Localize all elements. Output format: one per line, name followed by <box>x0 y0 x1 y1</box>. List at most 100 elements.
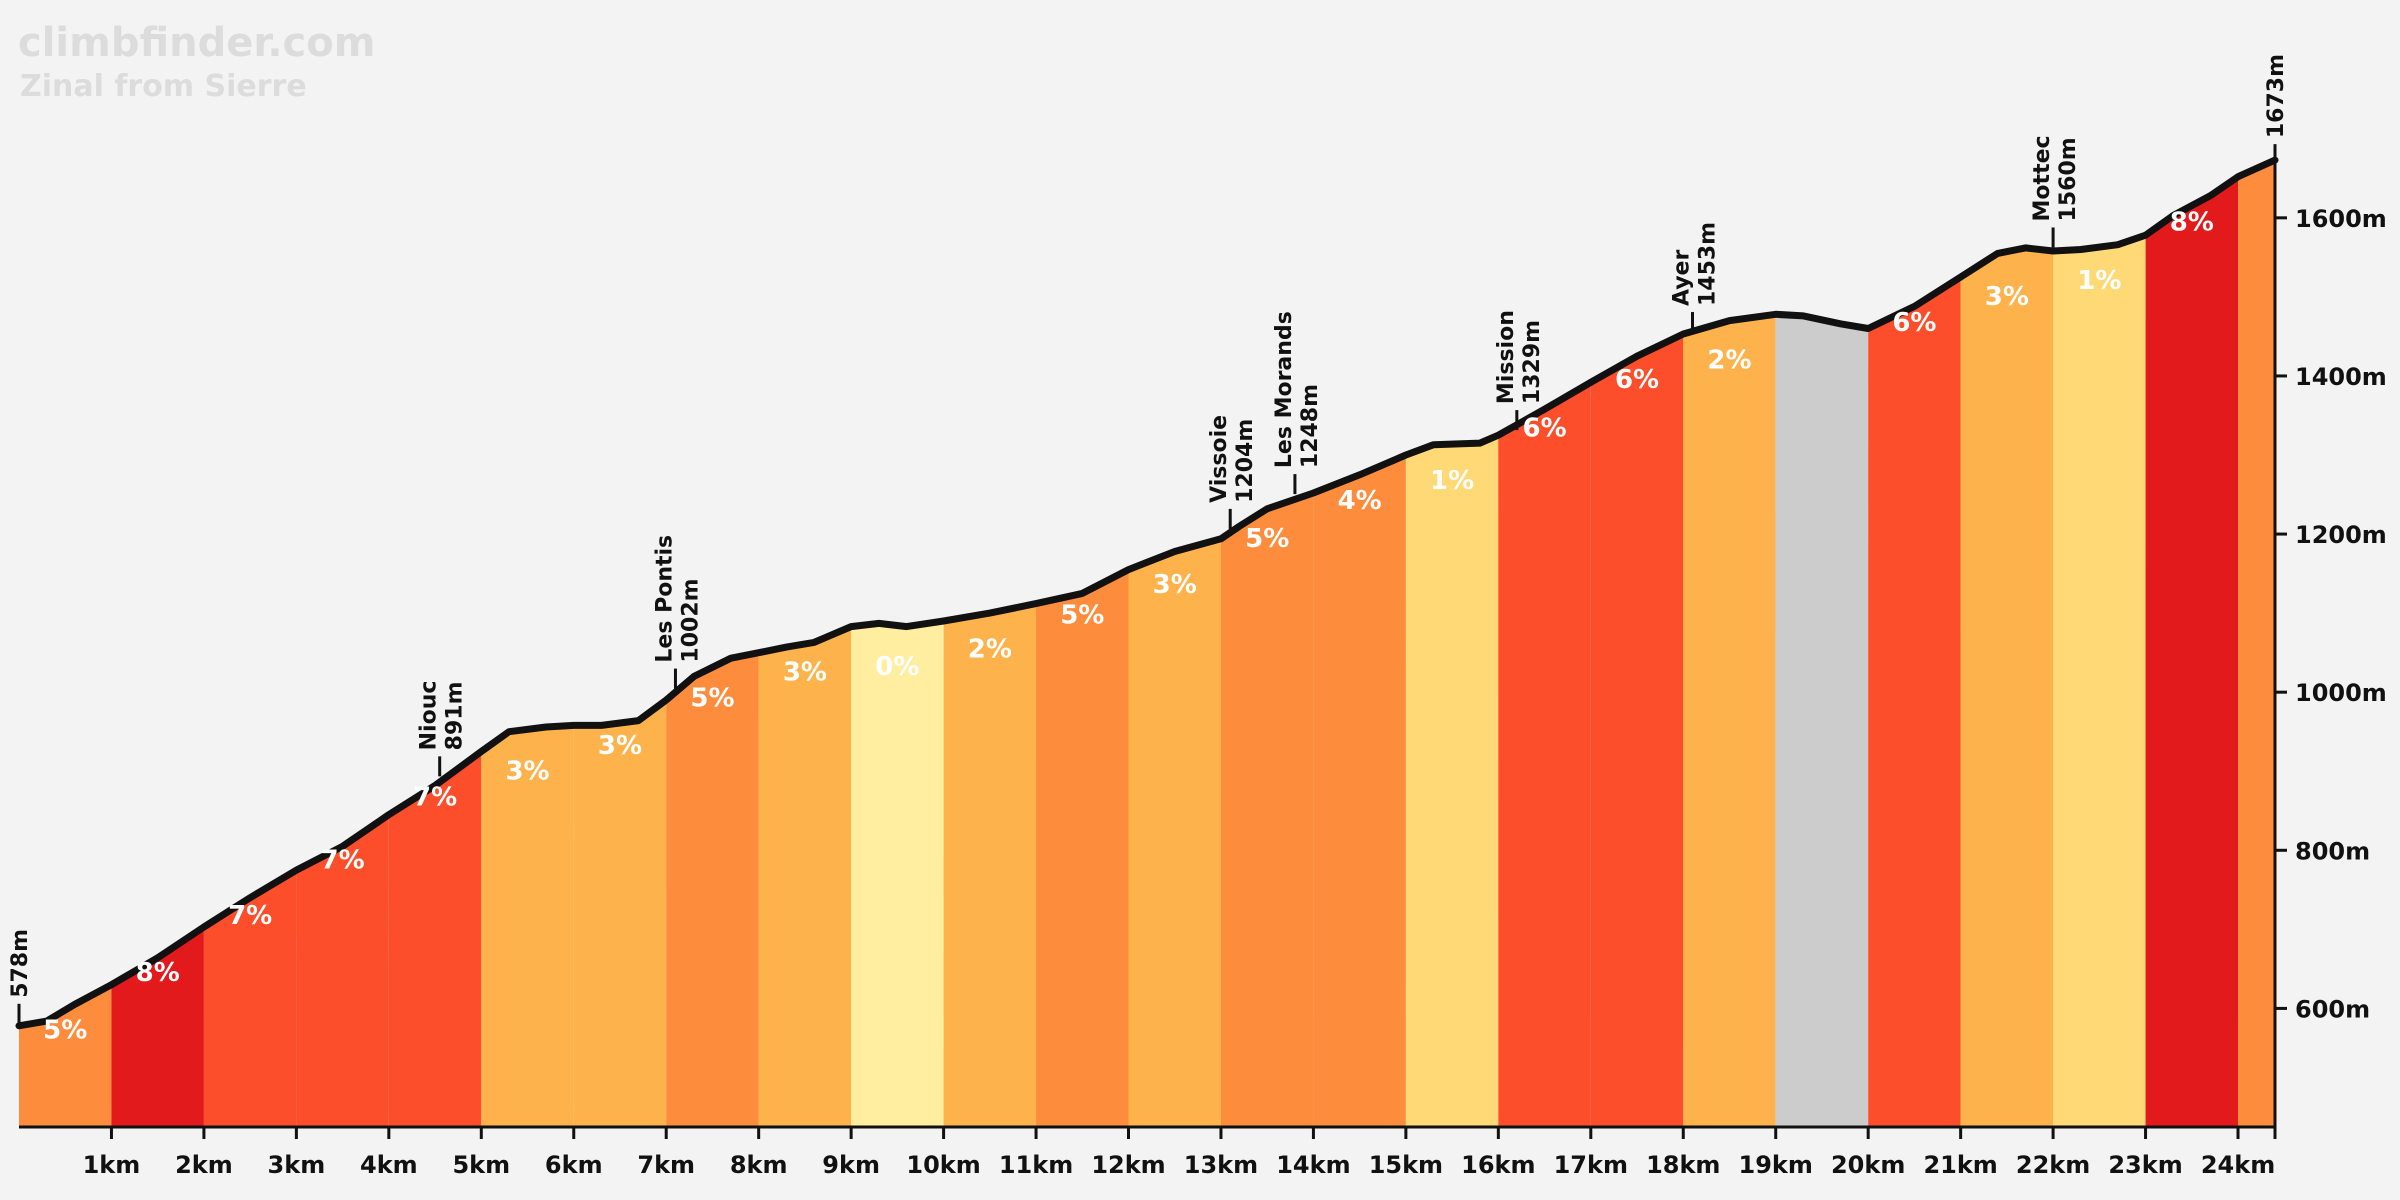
waypoint-label: Vissoie 1204m <box>1207 415 1258 503</box>
grade-segment-18 <box>1590 334 1684 1127</box>
grade-label: 3% <box>598 731 642 761</box>
grade-label: 3% <box>783 658 827 688</box>
x-tick-label: 4km <box>360 1151 418 1179</box>
waypoint-elevation: 1002m <box>678 578 703 662</box>
grade-segment-17 <box>1498 382 1591 1127</box>
x-tick-label: 5km <box>452 1151 510 1179</box>
grade-segment-4 <box>296 814 389 1127</box>
x-tick-label: 15km <box>1369 1151 1443 1179</box>
waypoints: Niouc 891m Les Pontis 1002m Vissoie 1204m Les … <box>8 54 2289 1026</box>
x-tick-label: 13km <box>1184 1151 1258 1179</box>
y-tick-label: 600m <box>2295 995 2370 1023</box>
grade-segments <box>19 160 2275 1128</box>
climb-name-watermark: Zinal from Sierre <box>20 69 307 104</box>
grade-segment-11 <box>943 603 1037 1127</box>
grade-segment-6 <box>481 725 574 1127</box>
grade-segment-10 <box>851 621 944 1127</box>
grade-segment-2 <box>111 927 204 1127</box>
grade-segment-15 <box>1313 455 1406 1127</box>
grade-labels: 5% 8% 7% 7% 7% 3% 3% 5% 3% 0% 2% 5% 3% 5% 4% 1% 6% 6% 2% 6%… <box>43 208 2214 1046</box>
waypoint-elevation: 1453m <box>1696 222 1721 306</box>
grade-label: 7% <box>228 901 272 931</box>
grade-segment-1 <box>19 984 112 1127</box>
x-tick-label: 14km <box>1276 1151 1350 1179</box>
profile-line <box>15 156 2279 1030</box>
start-elevation: 578m <box>8 929 33 998</box>
grade-label: 4% <box>1338 486 1382 516</box>
grade-segment-23 <box>2053 235 2146 1127</box>
waypoint-label: Ayer 1453m <box>1670 222 1721 306</box>
x-tick-label: 6km <box>545 1151 603 1179</box>
waypoint-name: Ayer <box>1670 250 1695 307</box>
grade-label: 3% <box>1985 282 2029 312</box>
y-tick-label: 1000m <box>2295 679 2387 707</box>
grade-label: 6% <box>1892 308 1936 338</box>
grade-segment-24 <box>2145 176 2239 1127</box>
finish-elevation: 1673m <box>2264 54 2289 138</box>
grade-segment-19 <box>1683 314 1776 1127</box>
grade-segment-25 <box>2238 160 2275 1128</box>
axes: 1km 2km 3km 4km 5km 6km 7km 8km 9km 10km 11km 12km 1… <box>19 160 2387 1179</box>
waypoint-elevation: 1329m <box>1520 320 1545 404</box>
x-tick-label: 24km <box>2201 1151 2275 1179</box>
waypoint-elevation: 1248m <box>1298 384 1323 468</box>
grade-label: 2% <box>1707 345 1751 375</box>
grade-segment-5 <box>388 751 482 1127</box>
x-tick-label: 8km <box>730 1151 788 1179</box>
grade-segment-3 <box>203 870 297 1127</box>
waypoint-elevation: 1204m <box>1233 419 1258 503</box>
x-tick-label: 21km <box>1923 1151 1997 1179</box>
y-tick-label: 1200m <box>2295 521 2387 549</box>
waypoint-name: Mottec <box>2030 135 2055 221</box>
x-tick-label: 7km <box>637 1151 695 1179</box>
grade-segment-7 <box>573 700 667 1127</box>
y-tick-label: 1600m <box>2295 205 2387 233</box>
waypoint-elevation: 891m <box>443 681 468 750</box>
waypoint-label: Niouc 891m <box>417 681 468 751</box>
start-label: 578m <box>8 929 33 998</box>
grade-label: 5% <box>43 1016 87 1046</box>
site-watermark: climbfinder.com <box>18 20 375 66</box>
grade-segment-22 <box>1960 247 2054 1127</box>
grade-label: 5% <box>1060 601 1104 631</box>
y-tick-label: 800m <box>2295 837 2370 865</box>
waypoint-label: Les Morands 1248m <box>1272 311 1323 468</box>
grade-label: 2% <box>968 635 1012 665</box>
grade-segment-20 <box>1775 314 1869 1127</box>
x-tick-label: 3km <box>268 1151 326 1179</box>
grade-label: 0% <box>875 652 919 682</box>
grade-label: 1% <box>2077 266 2121 296</box>
grade-segment-14 <box>1220 493 1314 1127</box>
waypoint-name: Niouc <box>417 681 442 751</box>
grade-label: 1% <box>1430 466 1474 496</box>
waypoint-name: Les Morands <box>1272 311 1297 468</box>
x-tick-label: 10km <box>906 1151 980 1179</box>
y-tick-label: 1400m <box>2295 363 2387 391</box>
x-tick-label: 23km <box>2108 1151 2182 1179</box>
x-tick-label: 18km <box>1646 1151 1720 1179</box>
waypoint-label: Mission 1329m <box>1494 310 1545 404</box>
waypoint-label: Les Pontis 1002m <box>652 535 703 663</box>
grade-segment-8 <box>666 652 759 1127</box>
grade-segment-12 <box>1036 569 1129 1127</box>
x-tick-label: 20km <box>1831 1151 1905 1179</box>
grade-label: 7% <box>413 782 457 812</box>
waypoint-elevation: 1560m <box>2056 137 2081 221</box>
grade-label: 5% <box>690 684 734 714</box>
grade-segment-21 <box>1868 277 1961 1128</box>
waypoint-label: Mottec 1560m <box>2030 135 2081 221</box>
grade-label: 6% <box>1615 365 1659 395</box>
grade-label: 7% <box>321 846 365 876</box>
x-tick-label: 11km <box>999 1151 1073 1179</box>
waypoint-name: Vissoie <box>1207 415 1232 503</box>
grade-label: 8% <box>136 958 180 988</box>
grade-segment-9 <box>758 626 852 1127</box>
x-tick-label: 17km <box>1554 1151 1628 1179</box>
grade-label: 6% <box>1522 413 1566 443</box>
grade-label: 3% <box>505 756 549 786</box>
finish-label: 1673m <box>2264 54 2289 138</box>
waypoint-name: Mission <box>1494 310 1519 404</box>
waypoint-name: Les Pontis <box>652 535 677 663</box>
grade-segment-16 <box>1405 435 1499 1127</box>
